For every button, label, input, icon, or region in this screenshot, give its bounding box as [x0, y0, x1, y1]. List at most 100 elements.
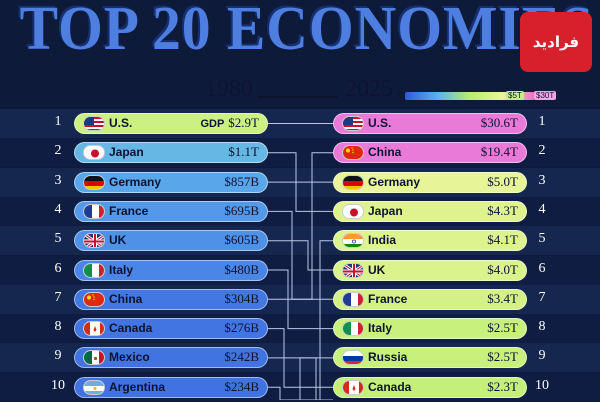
us-flag-icon — [342, 116, 364, 131]
rank-number: 2 — [538, 143, 546, 159]
rank-connector-line — [268, 152, 333, 300]
country-name: Mexico — [109, 350, 150, 365]
mexico-flag-icon — [83, 350, 105, 366]
country-name: India — [368, 233, 397, 248]
rank-number: 4 — [54, 201, 62, 217]
rank-number: 5 — [538, 231, 546, 247]
gdp-value-text: $2.9T — [228, 115, 259, 130]
country-pill: France $695B — [74, 200, 268, 222]
chart-title-shadow: TOP 20 ECONOMIES — [17, 0, 593, 61]
rank-number: 6 — [538, 260, 546, 276]
country-pill: Germany $857B — [74, 171, 268, 193]
japan-flag-icon — [83, 145, 105, 161]
country-pill: Italy $2.5T — [333, 318, 527, 340]
rank-connector-line — [299, 357, 333, 400]
gdp-value: $1.1T — [228, 144, 259, 160]
rank-number: 1 — [54, 114, 62, 129]
country-name: Italy — [109, 262, 134, 277]
country-name: Canada — [109, 321, 153, 336]
gdp-value-text: $242B — [224, 349, 259, 365]
country-pill: Canada $2.3T — [333, 376, 527, 398]
country-pill: UK $605B — [74, 230, 268, 252]
canada-flag-icon — [83, 321, 105, 337]
year-right-label: 2025 — [345, 76, 393, 102]
rank-connector-line — [268, 210, 333, 300]
gdp-value: $857B — [224, 174, 259, 190]
rank-connector-line — [319, 240, 333, 400]
gdp-value: $19.4T — [481, 144, 518, 160]
country-pill: Mexico $242B — [74, 347, 268, 369]
gdp-value-text: $1.1T — [228, 144, 259, 160]
rank-number: 3 — [54, 172, 62, 188]
country-pill: U.S. GDP $2.9T — [74, 113, 268, 134]
country-pill: France $3.4T — [333, 288, 527, 310]
scale-label-min: 0 — [398, 91, 403, 100]
china-flag-icon — [83, 291, 105, 307]
country-name: U.S. — [368, 116, 392, 130]
rank-number: 9 — [538, 348, 546, 364]
rank-number: 8 — [538, 319, 546, 335]
country-name: Germany — [109, 174, 162, 189]
france-flag-icon — [342, 291, 364, 307]
country-pill: China $19.4T — [333, 142, 527, 164]
gdp-value: $605B — [224, 232, 259, 248]
gdp-value-text: $276B — [224, 320, 259, 336]
country-name: UK — [109, 233, 127, 248]
scale-label-max: $30T — [534, 91, 557, 100]
russia-flag-icon — [342, 350, 364, 366]
rank-number: 7 — [538, 289, 546, 305]
country-pill: Russia $2.5T — [333, 347, 527, 369]
rank-number: 3 — [538, 172, 546, 188]
rank-number: 7 — [54, 289, 62, 305]
country-name: Argentina — [109, 379, 166, 394]
country-name: Japan — [368, 203, 403, 218]
country-name: Italy — [368, 321, 393, 336]
gdp-value-text: $695B — [224, 202, 259, 218]
italy-flag-icon — [342, 321, 364, 337]
gdp-value-text: $4.3T — [487, 202, 518, 218]
country-name: UK — [368, 262, 386, 277]
country-name: Japan — [109, 145, 144, 160]
country-name: China — [109, 291, 143, 306]
gdp-value-text: $304B — [224, 290, 259, 306]
rank-number: 10 — [535, 377, 549, 393]
gdp-value-text: $857B — [224, 173, 259, 189]
gdp-value: $30.6T — [481, 115, 518, 131]
rank-number: 5 — [54, 231, 62, 247]
country-pill: Argentina $234B — [74, 376, 268, 398]
year-left-label: 1980 — [205, 76, 253, 102]
china-flag-icon — [342, 145, 364, 161]
gdp-value: $242B — [224, 349, 259, 365]
country-pill: U.S. $30.6T — [333, 113, 527, 134]
rank-connector-line — [268, 386, 333, 400]
france-flag-icon — [83, 203, 105, 219]
gdp-value-text: $234B — [224, 378, 259, 394]
logo: فرادید — [520, 12, 592, 72]
gdp-value: $276B — [224, 320, 259, 336]
country-name: Canada — [368, 379, 412, 394]
gdp-value-text: $2.5T — [487, 349, 518, 365]
country-pill: Italy $480B — [74, 259, 268, 281]
scale-label-mid: $5T — [506, 91, 524, 100]
gdp-value: $4.0T — [487, 262, 518, 278]
rank-connector-line — [268, 357, 333, 400]
country-pill: UK $4.0T — [333, 259, 527, 281]
gdp-value-text: $480B — [224, 261, 259, 277]
japan-flag-icon — [342, 203, 364, 219]
rank-number: 4 — [538, 201, 546, 217]
chart-title: TOP 20 ECONOMIES — [19, 0, 595, 63]
country-pill: Canada $276B — [74, 318, 268, 340]
us-flag-icon — [83, 116, 105, 131]
rank-number: 9 — [54, 348, 62, 364]
gdp-value: $5.0T — [487, 174, 518, 190]
country-pill: Japan $1.1T — [74, 142, 268, 164]
gdp-value-text: $5.0T — [487, 173, 518, 189]
country-name: France — [109, 203, 149, 218]
gdp-value-text: $2.3T — [487, 378, 518, 394]
italy-flag-icon — [83, 262, 105, 278]
gdp-value-text: $605B — [224, 232, 259, 248]
rank-number: 1 — [538, 114, 546, 129]
country-name: Russia — [368, 350, 408, 365]
